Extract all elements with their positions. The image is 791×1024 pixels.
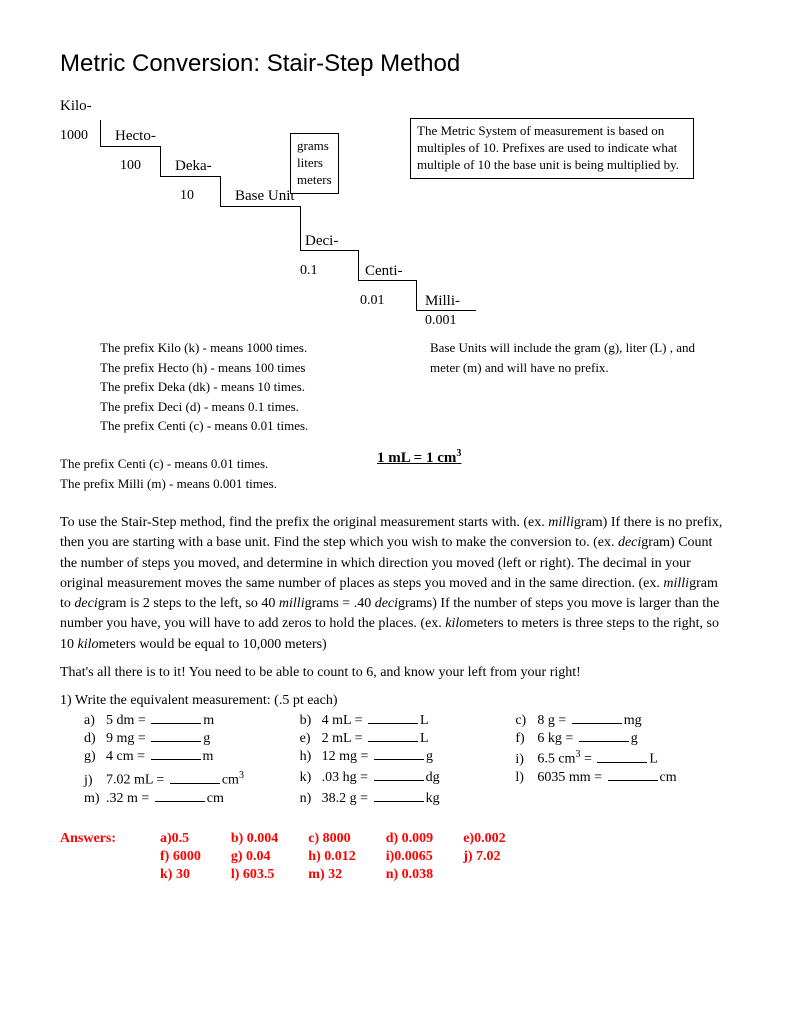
equation: 1 mL = 1 cm3 (377, 448, 461, 467)
question-cell: m).32 m = cm (84, 791, 300, 807)
question-cell: i)6.5 cm3 = L (515, 749, 731, 768)
question-cell: b)4 mL = L (300, 713, 516, 729)
stair-step-value: 1000 (60, 128, 88, 144)
question-cell: k).03 hg = dg (300, 770, 516, 789)
question-cell: a)5 dm = m (84, 713, 300, 729)
answers-column: c) 8000h) 0.012m) 32 (308, 831, 355, 883)
prefix-definitions-below: The prefix Centi (c) - means 0.01 times.… (60, 454, 277, 493)
question-cell: h)12 mg = g (300, 749, 516, 768)
stair-step-label: Centi- (365, 263, 403, 280)
stair-step-value: 100 (120, 158, 141, 174)
stair-step-label: Kilo- (60, 98, 92, 115)
answers-column: d) 0.009i)0.0065n) 0.038 (386, 831, 433, 883)
prefix-definitions-left: The prefix Kilo (k) - means 1000 times.T… (100, 338, 390, 436)
answers-column: a)0.5f) 6000k) 30 (160, 831, 201, 883)
stair-step-value: 0.001 (425, 313, 457, 329)
question-cell: j)7.02 mL = cm3 (84, 770, 300, 789)
answers-column: b) 0.004g) 0.04l) 603.5 (231, 831, 278, 883)
stair-step-label: Deci- (305, 233, 338, 250)
base-units-text: Base Units will include the gram (g), li… (430, 338, 720, 436)
questions-section: 1) Write the equivalent measurement: (.5… (60, 693, 731, 806)
answers-section: Answers: a)0.5f) 6000k) 30 b) 0.004g) 0.0… (60, 831, 731, 883)
question-cell: d)9 mg = g (84, 731, 300, 747)
stair-step-value: 10 (180, 188, 194, 204)
stair-step-label: Milli- (425, 293, 460, 310)
stair-step-label: Base Unit (235, 188, 295, 205)
question-cell: c)8 g = mg (515, 713, 731, 729)
question-cell: n)38.2 g = kg (300, 791, 516, 807)
question-cell: l)6035 mm = cm (515, 770, 731, 789)
base-units-box: gramslitersmeters (290, 133, 339, 194)
stair-step-label: Hecto- (115, 128, 156, 145)
question-header: 1) Write the equivalent measurement: (.5… (60, 693, 731, 709)
stair-step-value: 0.1 (300, 263, 318, 279)
answers-column: e)0.002j) 7.02 (463, 831, 505, 883)
question-cell: f)6 kg = g (515, 731, 731, 747)
stair-step-label: Deka- (175, 158, 212, 175)
answers-label: Answers: (60, 831, 160, 883)
stair-step-value: 0.01 (360, 293, 385, 309)
instructions-paragraph: To use the Stair-Step method, find the p… (60, 513, 731, 655)
question-cell: e)2 mL = L (300, 731, 516, 747)
instructions-line2: That's all there is to it! You need to b… (60, 663, 731, 683)
stair-diagram: Kilo- 1000 Hecto- 100 Deka- 10 Base Unit Deci- 0… (60, 98, 731, 438)
question-cell: g)4 cm = m (84, 749, 300, 768)
info-box: The Metric System of measurement is base… (410, 118, 694, 179)
question-cell (515, 791, 731, 807)
page-title: Metric Conversion: Stair-Step Method (60, 50, 731, 78)
